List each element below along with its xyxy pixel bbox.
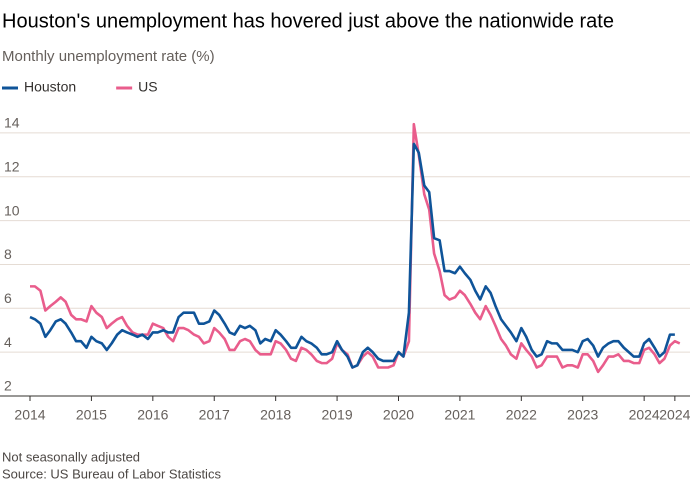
plot [29,122,681,374]
legend-label: Houston [24,79,76,95]
series-line [30,122,681,374]
x-tick-label: 2017 [199,407,230,423]
x-tick-label: 2019 [321,407,352,423]
x-tick-label: 2014 [14,407,45,423]
y-tick-label: 2 [4,378,12,394]
x-tick-label: 2024 [659,407,690,423]
chart-subtitle: Monthly unemployment rate (%) [2,48,215,65]
y-tick-label: 14 [4,115,20,131]
y-tick-label: 4 [4,334,12,350]
y-tick-label: 10 [4,202,20,218]
x-tick-label: 2015 [76,407,107,423]
x-tick-label: 2022 [506,407,537,423]
source: Source: US Bureau of Labor Statistics [2,466,221,481]
x-tick-label: 2021 [444,407,475,423]
legend-label: US [138,79,157,95]
x-tick-label: 2024 [629,407,660,423]
grid: 2 4 6 8 10 12 14 2014 2015 2016 2017 2018 2019 2020 20… [0,115,691,423]
y-tick-label: 6 [4,290,12,306]
series-line [29,142,675,369]
x-tick-label: 2016 [137,407,168,423]
x-tick-label: 2018 [260,407,291,423]
y-tick-label: 12 [4,158,20,174]
y-tick-label: 8 [4,246,12,262]
footnote: Not seasonally adjusted [2,449,140,464]
x-tick-label: 2023 [567,407,598,423]
chart-title: Houston's unemployment has hovered just … [2,10,614,32]
x-tick-label: 2020 [383,407,414,423]
